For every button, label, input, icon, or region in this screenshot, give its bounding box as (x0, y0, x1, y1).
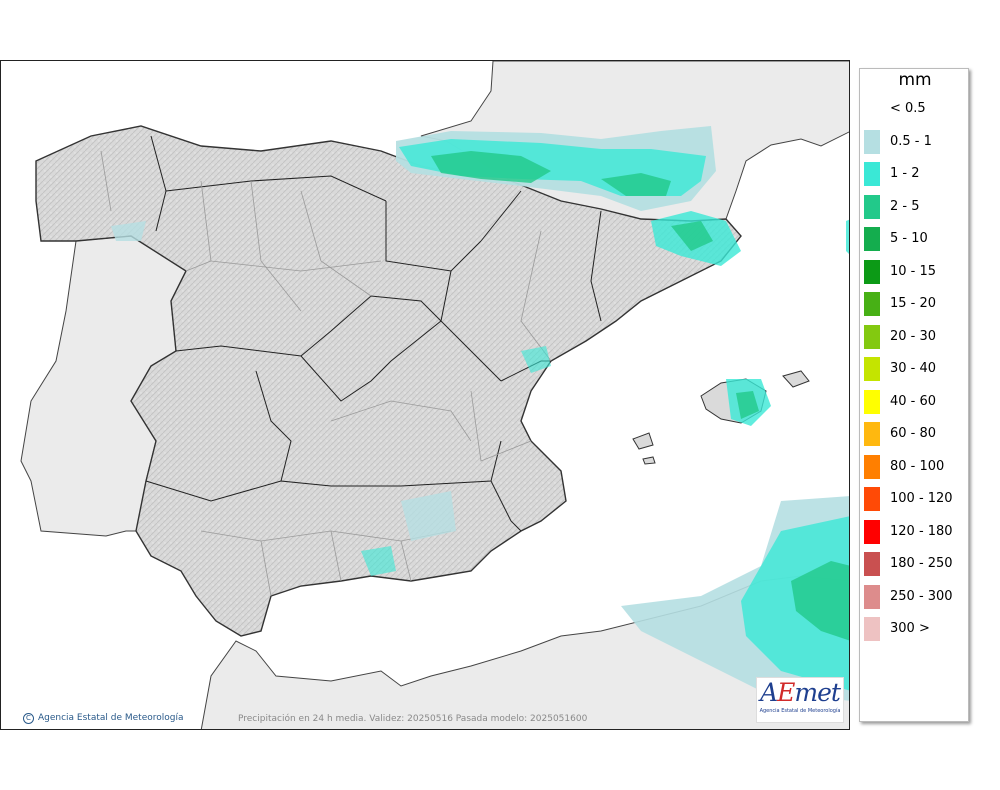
formentera-island (642, 456, 656, 465)
aemet-logo-subtitle: Agencia Estatal de Meteorología (759, 708, 841, 714)
legend-unit: mm (898, 70, 932, 90)
precip-andalusia-east (401, 491, 456, 541)
aemet-logo: AEmet Agencia Estatal de Meteorología (756, 677, 844, 723)
legend-label: 180 - 250 (890, 556, 953, 571)
legend-label: < 0.5 (890, 101, 926, 116)
menorca-island (782, 370, 810, 388)
precip-sea-east (846, 219, 849, 254)
copyright-icon: C (23, 713, 34, 724)
legend-swatch (864, 422, 880, 446)
legend-swatch (864, 552, 880, 576)
legend-item: 100 - 120 (864, 487, 968, 511)
legend-item: 30 - 40 (864, 357, 968, 381)
legend-item: 250 - 300 (864, 584, 968, 609)
legend-swatch (864, 227, 880, 251)
legend-swatch (864, 617, 880, 641)
precipitation-fields (111, 126, 849, 701)
validity-caption: Precipitación en 24 h media. Validez: 20… (238, 714, 588, 724)
legend-label: 1 - 2 (890, 166, 920, 181)
precip-iberian (521, 346, 551, 373)
precip-catalonia-heavy (671, 221, 713, 251)
legend-label: 15 - 20 (890, 296, 937, 311)
legend-item: 300 > (864, 617, 968, 641)
legend-swatch (864, 292, 880, 316)
legend-label: 40 - 60 (890, 393, 937, 409)
precip-cantabrian-heavy (431, 151, 551, 183)
legend-label: 2 - 5 (890, 198, 920, 214)
legend-swatch (864, 454, 880, 479)
legend-swatch (864, 97, 880, 121)
legend-item: 1 - 2 (864, 162, 968, 186)
precipitation-legend: mm < 0.5 0.5 - 1 1 - 2 2 - 5 5 - 10 10 - 15 15… (859, 68, 969, 722)
precip-basque-heavy (601, 173, 671, 196)
legend-item: 80 - 100 (864, 454, 968, 479)
legend-swatch (864, 389, 880, 414)
legend-item: 0.5 - 1 (864, 129, 968, 154)
legend-item: 40 - 60 (864, 389, 968, 414)
legend-label: 30 - 40 (890, 361, 937, 376)
province-boundaries (100, 150, 552, 597)
legend-swatch (864, 129, 880, 154)
aemet-credit: C Agencia Estatal de Meteorología (23, 713, 184, 724)
map-canvas (20, 61, 849, 729)
precipitation-map: C Agencia Estatal de Meteorología Precipi… (0, 60, 850, 730)
legend-swatch (864, 584, 880, 609)
legend-swatch (864, 324, 880, 349)
precip-andalusia (361, 546, 396, 576)
legend-label: 80 - 100 (890, 458, 945, 474)
precip-galicia (111, 221, 146, 241)
legend-swatch (864, 259, 880, 284)
ibiza-island (632, 432, 654, 450)
legend-item: 180 - 250 (864, 552, 968, 576)
legend-swatch (864, 194, 880, 219)
precip-sea-south-heavy (791, 561, 849, 641)
legend-label: 0.5 - 1 (890, 133, 932, 149)
legend-label: 10 - 15 (890, 263, 937, 279)
legend-label: 100 - 120 (890, 491, 953, 506)
legend-swatch (864, 487, 880, 511)
aemet-logo-mark: AEmet (760, 678, 841, 707)
legend-item: 15 - 20 (864, 292, 968, 316)
legend-swatch (864, 162, 880, 186)
legend-item: 5 - 10 (864, 227, 968, 251)
regional-boundaries (145, 135, 602, 532)
legend-swatch (864, 357, 880, 381)
legend-label: 250 - 300 (890, 588, 953, 604)
legend-item: 120 - 180 (864, 519, 968, 544)
legend-label: 60 - 80 (890, 426, 937, 441)
legend-label: 20 - 30 (890, 328, 937, 344)
precip-mallorca-heavy (736, 391, 759, 419)
legend-label: 120 - 180 (890, 523, 953, 539)
legend-item: 60 - 80 (864, 422, 968, 446)
legend-swatch (864, 519, 880, 544)
legend-item: 20 - 30 (864, 324, 968, 349)
legend-label: 300 > (890, 621, 930, 636)
legend-item: 2 - 5 (864, 194, 968, 219)
legend-item: 10 - 15 (864, 259, 968, 284)
legend-label: 5 - 10 (890, 231, 928, 246)
legend-item: < 0.5 (864, 97, 968, 121)
